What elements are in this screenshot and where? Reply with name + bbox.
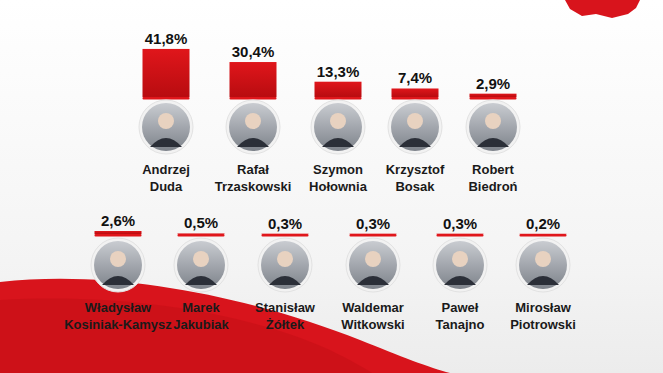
photo-face <box>330 113 346 129</box>
photo-frame <box>516 238 570 292</box>
value-label: 13,3% <box>317 63 360 80</box>
value-label: 0,3% <box>268 215 302 232</box>
photo <box>142 103 190 151</box>
photo-face <box>452 251 468 267</box>
baseline <box>143 97 190 100</box>
bar <box>95 231 142 234</box>
photo-face <box>110 251 126 267</box>
photo-body <box>527 276 559 285</box>
chart: 41,8% AndrzejDuda 30,4% RafałTrzaskowski 13,… <box>0 0 663 373</box>
candidate-name: WaldemarWitkowski <box>341 300 404 332</box>
baseline <box>230 97 277 100</box>
photo-face <box>245 113 261 129</box>
baseline <box>437 234 484 237</box>
baseline <box>350 234 397 237</box>
bar <box>143 49 190 97</box>
value-label: 0,3% <box>356 215 390 232</box>
value-label: 7,4% <box>398 69 432 86</box>
value-label: 30,4% <box>232 43 275 60</box>
background <box>0 0 663 373</box>
photo-body <box>185 276 217 285</box>
bar <box>262 233 309 234</box>
photo-frame <box>174 238 228 292</box>
bar <box>178 233 225 235</box>
baseline <box>392 97 439 100</box>
photo-face <box>277 251 293 267</box>
photo-body <box>237 138 269 147</box>
bar <box>315 82 362 97</box>
photo <box>349 241 397 289</box>
baseline <box>520 234 567 237</box>
value-label: 0,2% <box>526 215 560 232</box>
bar <box>470 94 517 97</box>
bar <box>392 88 439 97</box>
photo <box>391 103 439 151</box>
photo-frame <box>388 100 442 154</box>
baseline <box>95 234 142 237</box>
photo-frame <box>346 238 400 292</box>
baseline <box>178 234 225 237</box>
photo <box>469 103 517 151</box>
photo-body <box>102 276 134 285</box>
bar <box>437 233 484 234</box>
baseline <box>470 97 517 100</box>
photo-body <box>150 138 182 147</box>
value-label: 0,5% <box>184 214 218 231</box>
value-label: 2,6% <box>101 212 135 229</box>
photo-body <box>269 276 301 285</box>
candidate-name: MirosławPiotrowski <box>510 300 576 332</box>
photo-face <box>535 251 551 267</box>
value-label: 2,9% <box>476 75 510 92</box>
candidate-name: AndrzejDuda <box>142 162 190 194</box>
photo-frame <box>311 100 365 154</box>
candidate-name: RafałTrzaskowski <box>215 162 292 194</box>
candidate-name: StanisławŻółtek <box>255 300 316 332</box>
photo <box>177 241 225 289</box>
value-label: 0,3% <box>443 215 477 232</box>
bar <box>520 233 567 234</box>
photo <box>436 241 484 289</box>
photo-face <box>365 251 381 267</box>
baseline <box>315 97 362 100</box>
photo <box>229 103 277 151</box>
photo-frame <box>258 238 312 292</box>
photo <box>519 241 567 289</box>
bars <box>95 49 567 237</box>
photo-face <box>193 251 209 267</box>
photo-face <box>485 113 501 129</box>
value-label: 41,8% <box>145 30 188 47</box>
candidate-name: PawełTanajno <box>436 300 485 332</box>
photo-frame <box>226 100 280 154</box>
candidate-name: SzymonHołownia <box>309 162 368 194</box>
photo-face <box>158 113 174 129</box>
photo <box>314 103 362 151</box>
photo-face <box>407 113 423 129</box>
candidate-name: WładysławKosiniak-Kamysz <box>64 300 172 332</box>
bar <box>230 62 277 97</box>
flag-wave <box>0 279 450 373</box>
candidate-name: MarekJakubiak <box>173 300 229 332</box>
photo-frame <box>91 238 145 292</box>
photo-frame <box>466 100 520 154</box>
bar <box>350 233 397 234</box>
photo <box>94 241 142 289</box>
flag-wave-shade <box>0 299 372 373</box>
map-shape <box>565 0 640 18</box>
photo-body <box>357 276 389 285</box>
photo-frame <box>139 100 193 154</box>
photo-body <box>399 138 431 147</box>
photo <box>261 241 309 289</box>
photo-body <box>322 138 354 147</box>
candidate-name: KrzysztofBosak <box>386 162 445 194</box>
photo-body <box>477 138 509 147</box>
candidate-name: RobertBiedroń <box>468 162 517 194</box>
baseline <box>262 234 309 237</box>
photo-frame <box>433 238 487 292</box>
photo-body <box>444 276 476 285</box>
